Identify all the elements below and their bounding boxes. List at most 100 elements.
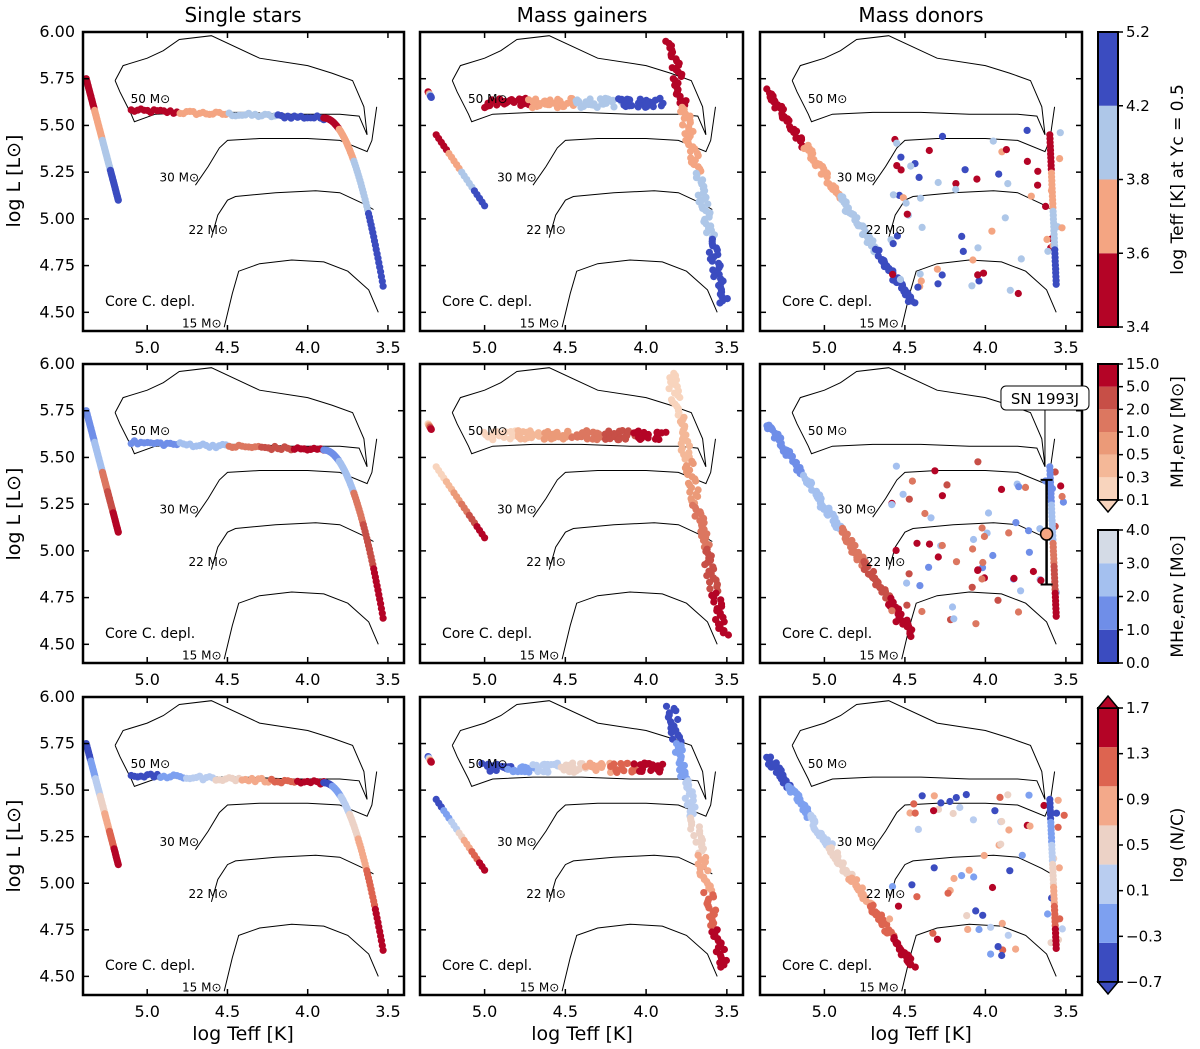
colorbar-segment [1098,942,1118,982]
data-point [1025,548,1033,556]
data-point [636,95,644,103]
y-tick-label: 4.75 [39,920,75,939]
data-point [979,911,987,919]
data-point [925,540,934,548]
x-tick-label: 4.0 [295,338,320,357]
data-point [944,889,952,897]
data-point [915,173,923,181]
colorbar-segment [1098,903,1118,943]
data-point [893,232,902,240]
panel-r1-c2: 50 M⊙ 30 M⊙ 22 M⊙ 15 M⊙ Core C. depl. 5.0 4.5 4… [418,30,745,357]
data-point [624,427,632,435]
data-point [934,280,942,288]
data-point [925,563,933,571]
data-point [559,101,567,109]
data-point [987,950,995,958]
track-30 [532,106,716,186]
column-title-donors: Mass donors [858,3,983,27]
colorbar-extend-high [1096,694,1120,709]
data-point [692,174,701,182]
panel-r1-c1: 50 M⊙ 30 M⊙ 22 M⊙ 15 M⊙ Core C. depl. 5.0 4.5 4… [39,22,406,357]
x-tick-label: 5.0 [134,1002,159,1021]
data-point [706,585,714,593]
track-30 [194,438,378,518]
data-point [1025,527,1033,535]
data-point [911,963,919,971]
colorbar-tick-label: 0.9 [1126,790,1150,808]
colorbar-segment [1098,253,1118,327]
colorbar-mhenv: 0.1 0.3 0.5 1.0 2.0 5.0 15.0 MH,env [M⊙] [1096,355,1188,514]
data-point [894,902,903,910]
data-point [917,194,925,202]
data-point [918,223,926,231]
x-tick-label: 3.5 [375,338,400,357]
data-point [964,925,972,934]
data-point [906,809,914,817]
colorbar-tick-label: 1.3 [1126,745,1150,763]
data-point [689,459,697,468]
data-point [969,535,978,544]
colorbar-label: log Teff [K] at Yc = 0.5 [1168,84,1188,275]
data-point [892,462,901,470]
data-point [888,883,897,891]
data-point [1002,146,1011,154]
track-50 [451,35,707,135]
data-point [925,146,933,155]
data-point [569,759,577,767]
data-point [510,97,518,105]
annotation-core-c: Core C. depl. [442,294,532,310]
data-point [676,766,684,774]
data-point [994,596,1002,604]
plot-frame [81,362,406,665]
data-point [626,96,634,104]
panel-r3-c2: 50 M⊙ 30 M⊙ 22 M⊙ 15 M⊙ Core C. depl. 5.0 4.5 4… [418,695,745,1021]
colorbar-segment [1098,32,1118,106]
x-tick-label: 5.0 [812,1002,837,1021]
track-15 [561,923,718,992]
data-point [1017,587,1025,595]
colorbar-segment [1098,530,1118,564]
data-point [899,490,907,498]
data-point [659,99,667,107]
colorbar-tick-label: 5.2 [1126,23,1150,41]
annotation-core-c: Core C. depl. [782,626,872,642]
data-point [896,275,905,283]
data-point [701,561,709,569]
data-point [1023,126,1031,134]
data-point [686,488,694,496]
annotation-core-c: Core C. depl. [442,958,532,974]
data-point [950,874,958,883]
data-point [974,271,982,279]
x-tick-label: 3.5 [714,670,739,689]
data-point [1012,945,1020,953]
data-point [949,809,957,818]
track-15 [223,591,379,660]
data-point [583,435,591,443]
data-point [892,546,900,555]
data-point [991,807,999,815]
data-point [1058,925,1066,933]
plot-frame [81,695,406,997]
y-tick-label: 6.00 [39,22,75,41]
colorbar-tick-label: 3.0 [1126,554,1150,572]
x-tick-label: 3.5 [1053,338,1078,357]
data-point [1004,180,1012,188]
data-point [1015,483,1023,491]
data-point [969,256,977,264]
data-point [1029,567,1037,576]
colorbar-segment [1098,477,1118,500]
track-50 [114,367,368,467]
data-point [478,759,486,768]
track-label-3: 15 M⊙ [859,316,899,330]
data-point [888,607,896,615]
x-tick-label: 4.0 [973,338,998,357]
data-point [609,97,617,105]
colorbar-segment [1098,432,1118,455]
data-point [1052,612,1060,620]
data-point [578,429,587,437]
data-point [930,807,938,815]
data-point [962,791,970,799]
data-point [1017,255,1025,263]
data-point [934,178,942,187]
